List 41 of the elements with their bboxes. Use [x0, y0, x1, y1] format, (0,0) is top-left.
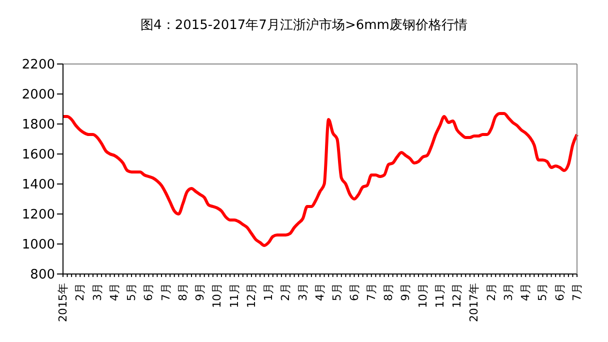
x-tick-label: 9月 [194, 283, 207, 301]
chart-title: 图4：2015-2017年7月江浙沪市场>6mm废钢价格行情 [140, 17, 468, 34]
x-tick-label: 3月 [502, 283, 515, 301]
x-tick-label: 4月 [314, 283, 326, 301]
x-tick-label: 1月 [262, 283, 276, 301]
x-tick-label: 5月 [330, 283, 344, 301]
x-tick-label: 9月 [399, 283, 412, 301]
y-tick-label: 1200 [22, 208, 55, 223]
y-tick-label: 2000 [22, 88, 55, 103]
x-tick-label: 2017年 [468, 283, 481, 322]
x-tick-label: 10月 [210, 283, 224, 308]
x-tick-label: 11月 [228, 283, 241, 308]
y-tick-label: 1000 [22, 238, 55, 253]
x-tick-label: 6月 [348, 283, 361, 301]
x-tick-label: 3月 [90, 283, 104, 301]
x-tick-label: 6月 [142, 283, 156, 301]
x-tick-label: 8月 [382, 283, 396, 301]
y-tick-label: 1600 [22, 148, 55, 163]
y-tick-label: 800 [30, 268, 55, 283]
x-tick-label: 10月 [416, 283, 430, 308]
line-series [62, 112, 578, 247]
x-tick-label: 12月 [244, 283, 258, 308]
x-tick-label: 2015年 [56, 283, 70, 322]
x-tick-label: 5月 [125, 283, 138, 301]
x-tick-label: 7月 [364, 283, 378, 301]
x-tick-label: 7月 [570, 283, 584, 301]
x-tick-label: 11月 [433, 283, 446, 308]
x-tick-label: 2月 [74, 283, 87, 301]
x-tick-label: 4月 [108, 283, 121, 301]
x-tick-label: 12月 [450, 283, 464, 308]
y-tick-label: 1400 [22, 178, 55, 193]
x-tick-label: 2月 [484, 283, 498, 301]
x-tick-label: 5月 [536, 283, 550, 301]
x-tick-label: 7月 [159, 283, 172, 301]
x-tick-label: 6月 [553, 283, 566, 301]
x-tick-label: 2月 [279, 283, 292, 301]
y-tick-label: 2200 [22, 58, 55, 73]
x-tick-label: 4月 [519, 283, 532, 301]
x-tick-label: 8月 [176, 283, 190, 301]
y-tick-label: 1800 [22, 118, 55, 133]
x-tick-label: 3月 [296, 283, 310, 301]
